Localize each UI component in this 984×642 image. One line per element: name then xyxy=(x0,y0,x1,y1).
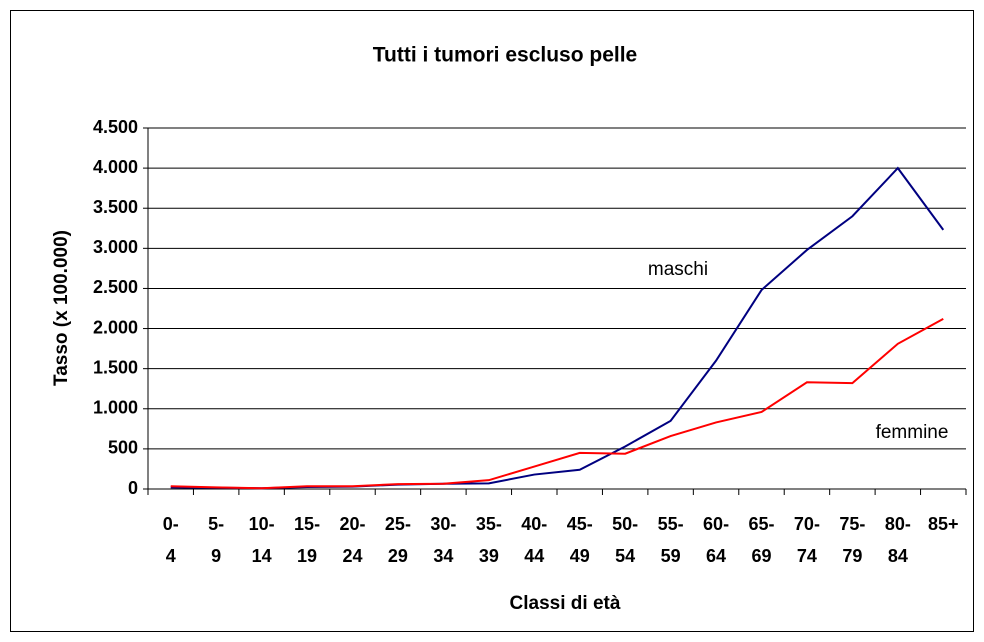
chart-title: Tutti i tumori escluso pelle xyxy=(373,44,637,67)
y-tick-label: 4.500 xyxy=(93,117,138,137)
x-tick-label: 70-74 xyxy=(794,514,820,566)
x-tick-label: 50-54 xyxy=(612,514,638,566)
y-tick-label: 1.000 xyxy=(93,398,138,418)
x-tick-label: 0-4 xyxy=(163,514,179,566)
chart-border xyxy=(10,10,974,632)
x-tick-label: 85+ xyxy=(928,514,959,534)
x-tick-label: 20-24 xyxy=(339,514,365,566)
x-tick-label: 55-59 xyxy=(658,514,684,566)
y-tick-label: 500 xyxy=(108,438,138,458)
y-tick-label: 2.000 xyxy=(93,317,138,337)
x-tick-label: 35-39 xyxy=(476,514,502,566)
series-label: maschi xyxy=(648,259,708,280)
y-tick-label: 4.000 xyxy=(93,157,138,177)
series-label: femmine xyxy=(876,422,949,443)
x-tick-label: 30-34 xyxy=(430,514,456,566)
x-tick-label: 60-64 xyxy=(703,514,729,566)
y-tick-label: 3.000 xyxy=(93,237,138,257)
x-axis-label: Classi di età xyxy=(510,593,621,614)
x-tick-label: 80-84 xyxy=(885,514,911,566)
x-tick-label: 75-79 xyxy=(839,514,865,566)
y-tick-label: 1.500 xyxy=(93,357,138,377)
x-tick-label: 10-14 xyxy=(249,514,275,566)
x-tick-label: 45-49 xyxy=(567,514,593,566)
x-tick-label: 15-19 xyxy=(294,514,320,566)
x-tick-label: 65-69 xyxy=(748,514,774,566)
y-tick-label: 0 xyxy=(128,478,138,498)
y-axis-label: Tasso (x 100.000) xyxy=(51,230,72,386)
x-tick-label: 40-44 xyxy=(521,514,547,566)
y-tick-label: 3.500 xyxy=(93,197,138,217)
x-tick-label: 25-29 xyxy=(385,514,411,566)
series-line xyxy=(170,318,944,490)
y-tick-label: 2.500 xyxy=(93,277,138,297)
x-tick-label: 5-9 xyxy=(208,514,224,566)
